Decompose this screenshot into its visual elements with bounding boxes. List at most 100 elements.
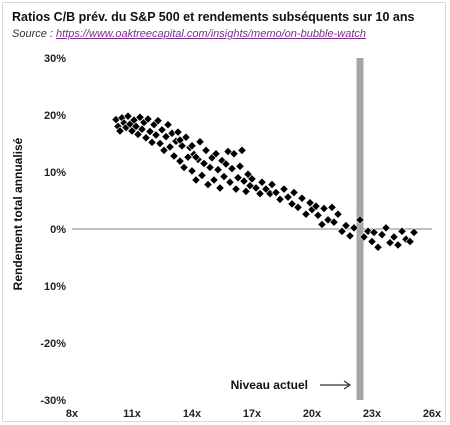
data-point [191,152,201,162]
current-level-annotation: Niveau actuel [231,378,308,392]
data-point [163,120,173,130]
data-point [195,137,205,147]
data-point [147,137,157,147]
data-point [131,121,141,132]
data-point [151,130,161,140]
data-point [231,184,241,194]
data-point [173,127,183,137]
x-tick-label: 8x [66,408,79,420]
x-tick-label: 17x [243,408,262,420]
data-point [255,189,265,199]
data-point [135,112,145,122]
data-point [155,138,165,149]
data-point [283,192,293,202]
data-point [393,240,403,250]
data-point [313,210,323,220]
data-point [205,162,215,173]
y-tick-label: 20% [44,110,66,122]
data-point [227,163,237,174]
data-point [369,227,379,238]
data-point [247,174,257,184]
chart-title: Ratios C/B prév. du S&P 500 et rendement… [12,10,415,24]
arrow-head [343,380,352,390]
data-point [409,227,419,238]
y-tick-label: 10% [44,167,66,179]
data-point [183,152,193,162]
data-point [225,177,235,187]
data-point [317,219,327,230]
data-point [175,135,185,145]
data-point [377,230,387,240]
data-point [257,177,267,187]
data-point [297,193,307,203]
x-tick-label: 14x [183,408,202,420]
data-point [165,142,175,152]
data-point [241,186,251,197]
data-point [187,166,197,176]
data-point [239,176,249,186]
data-point [221,159,231,169]
x-tick-label: 11x [123,408,142,420]
x-axis-ticks: 8x 11x 14x 17x 20x 23x 26x [66,408,442,420]
data-point [177,141,187,151]
y-tick-label: 10% [44,281,66,293]
data-point [345,231,355,241]
data-point [251,183,261,193]
data-point [305,198,315,208]
data-point [187,141,197,151]
data-point [201,145,211,155]
data-point [329,217,339,227]
data-point [145,126,155,137]
data-point [223,146,233,157]
data-point [215,183,225,193]
data-point [197,170,207,181]
data-point [363,226,373,236]
data-point [235,161,245,171]
data-point [311,201,321,211]
data-point [219,171,229,182]
data-point [341,220,351,231]
data-point [245,181,255,191]
data-point [229,149,239,159]
y-tick-label: -20% [40,338,66,350]
data-point [169,151,179,161]
data-point [337,226,347,236]
y-tick-label: -30% [40,395,66,407]
data-point [293,202,303,212]
data-point [203,179,213,190]
data-point [213,165,223,175]
data-point [373,242,383,252]
data-point [137,124,147,134]
y-axis-ticks: 30% 20% 10% 0% 10% -20% -30% [40,53,66,407]
data-point [367,236,377,247]
data-point [143,114,153,124]
data-point [237,145,247,155]
x-tick-label: 20x [303,408,322,420]
data-point [275,194,285,204]
data-point [181,132,191,142]
data-point [123,111,133,121]
data-point [115,126,125,136]
data-point [405,236,415,247]
source-prefix: Source : [12,28,57,40]
data-point [381,223,391,233]
data-point [191,175,201,185]
data-point [279,184,289,194]
data-point [209,175,219,185]
current-level-bar [356,58,364,400]
data-point [359,232,369,242]
data-point [175,156,185,166]
data-point [159,145,169,155]
data-point [211,149,221,159]
data-point [287,199,297,209]
data-point [133,129,143,140]
data-point [179,162,189,173]
source-link[interactable]: https://www.oaktreecapital.com/insights/… [56,28,367,40]
x-tick-label: 23x [363,408,382,420]
data-point [161,132,171,142]
data-point [289,187,299,198]
data-point [141,133,151,143]
data-point [301,209,311,219]
data-point [349,223,359,233]
